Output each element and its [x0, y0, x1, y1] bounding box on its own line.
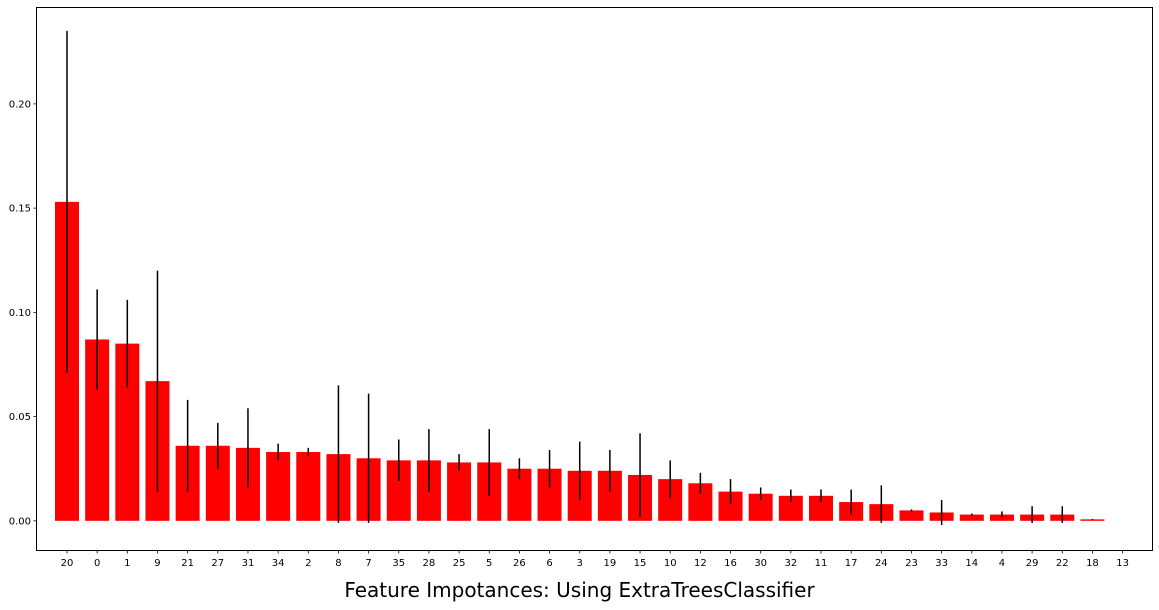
x-tick-label: 25 — [453, 558, 466, 569]
chart-title: Feature Impotances: Using ExtraTreesClas… — [344, 578, 815, 602]
x-tick-label: 21 — [181, 558, 194, 569]
y-tick-label: 0.20 — [9, 99, 31, 110]
y-tick-label: 0.10 — [9, 308, 31, 319]
x-tick-label: 15 — [634, 558, 647, 569]
x-tick-label: 33 — [935, 558, 948, 569]
x-tick-label: 20 — [61, 558, 74, 569]
y-tick-label: 0.15 — [9, 204, 31, 215]
x-tick-label: 1 — [124, 558, 130, 569]
x-tick-label: 9 — [154, 558, 160, 569]
bar-feature-2 — [296, 452, 321, 521]
x-tick-label: 23 — [905, 558, 918, 569]
x-tick-label: 28 — [423, 558, 436, 569]
x-tick-label: 29 — [1026, 558, 1039, 569]
bar-feature-25 — [447, 462, 472, 521]
plot-frame — [36, 7, 1153, 551]
bar-feature-34 — [266, 452, 291, 521]
x-tick-label: 31 — [242, 558, 255, 569]
x-tick-label: 10 — [664, 558, 677, 569]
y-tick-label: 0.05 — [9, 412, 31, 423]
bars-layer — [55, 201, 1105, 521]
x-tick-label: 14 — [965, 558, 978, 569]
x-tick-label: 19 — [604, 558, 617, 569]
y-axis: 0.00 0.05 0.10 0.15 0.20 — [9, 99, 37, 527]
x-tick-label: 13 — [1116, 558, 1129, 569]
x-tick-label: 8 — [335, 558, 341, 569]
x-tick-label: 22 — [1056, 558, 1069, 569]
x-tick-label: 2 — [305, 558, 311, 569]
x-tick-label: 17 — [845, 558, 858, 569]
x-tick-label: 7 — [365, 558, 371, 569]
bar-feature-23 — [899, 510, 924, 521]
bar-feature-18 — [1080, 519, 1105, 521]
x-tick-label: 27 — [211, 558, 224, 569]
y-tick-label: 0.00 — [9, 516, 31, 527]
x-tick-label: 11 — [815, 558, 828, 569]
error-bars-layer — [66, 30, 1094, 525]
x-tick-label: 6 — [546, 558, 552, 569]
x-tick-label: 16 — [724, 558, 737, 569]
x-axis: 20 0 1 9 21 27 31 34 2 8 7 35 28 25 5 26 6 3 19 15 10 12 16 30 3… — [61, 550, 1129, 569]
x-tick-label: 0 — [94, 558, 100, 569]
x-tick-label: 3 — [577, 558, 583, 569]
x-tick-label: 26 — [513, 558, 526, 569]
x-tick-label: 30 — [754, 558, 767, 569]
x-tick-label: 24 — [875, 558, 888, 569]
x-tick-label: 5 — [486, 558, 492, 569]
x-tick-label: 32 — [784, 558, 797, 569]
x-tick-label: 12 — [694, 558, 707, 569]
x-tick-label: 35 — [392, 558, 405, 569]
x-tick-label: 18 — [1086, 558, 1099, 569]
bar-feature-14 — [959, 514, 984, 521]
x-tick-label: 4 — [999, 558, 1005, 569]
x-tick-label: 34 — [272, 558, 285, 569]
